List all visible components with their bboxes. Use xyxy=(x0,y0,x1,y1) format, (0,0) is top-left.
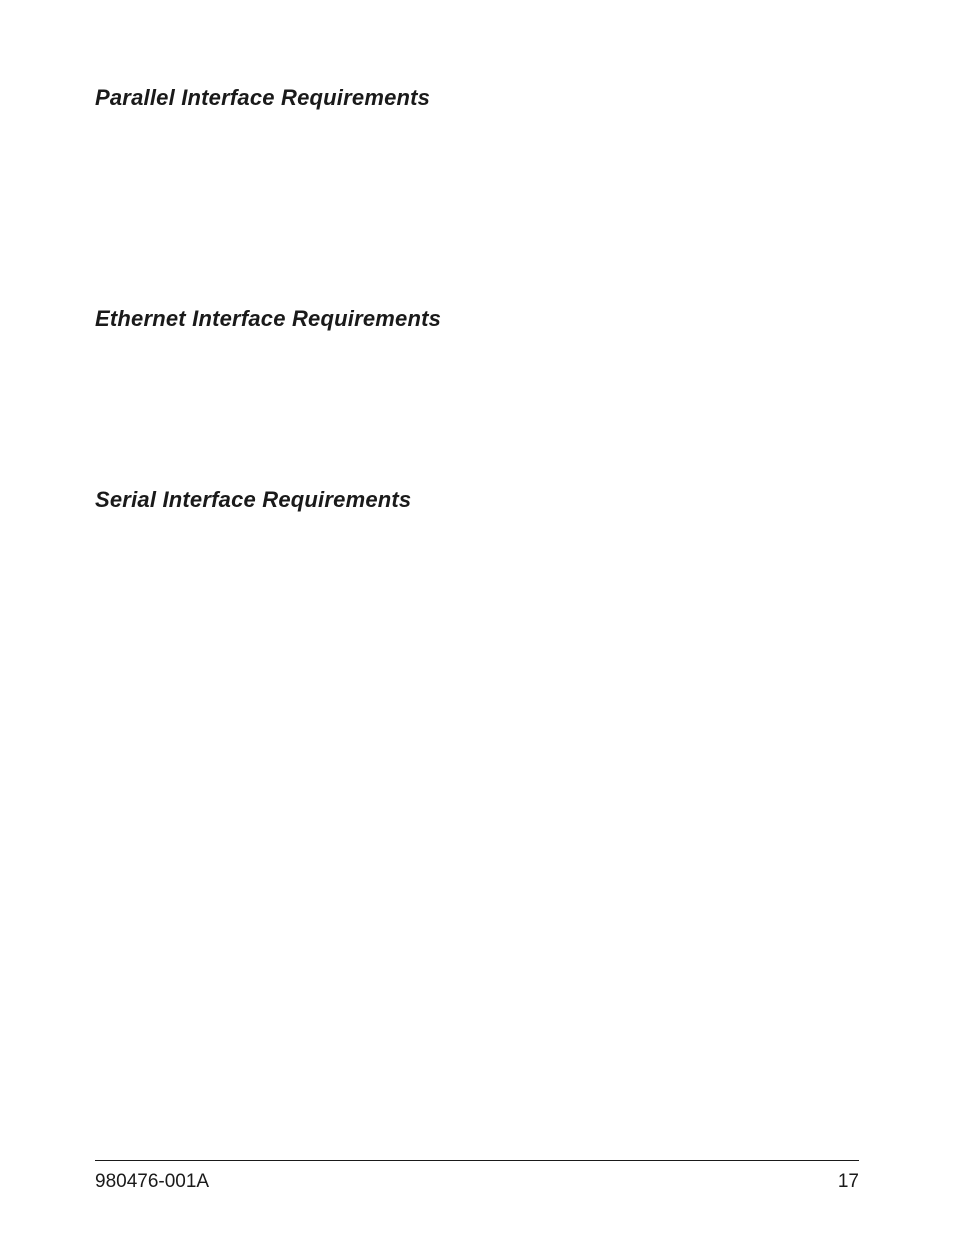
section-heading-parallel: Parallel Interface Requirements xyxy=(95,85,859,111)
page-container: Parallel Interface Requirements Ethernet… xyxy=(0,0,954,1248)
section-heading-ethernet: Ethernet Interface Requirements xyxy=(95,306,859,332)
footer-document-id: 980476-001A xyxy=(95,1171,209,1193)
section-heading-serial: Serial Interface Requirements xyxy=(95,487,859,513)
footer-rule xyxy=(95,1160,859,1161)
footer-page-number: 17 xyxy=(838,1171,859,1193)
footer-content: 980476-001A 17 xyxy=(95,1171,859,1193)
page-footer: 980476-001A 17 xyxy=(95,1160,859,1193)
content-area: Parallel Interface Requirements Ethernet… xyxy=(95,85,859,1188)
